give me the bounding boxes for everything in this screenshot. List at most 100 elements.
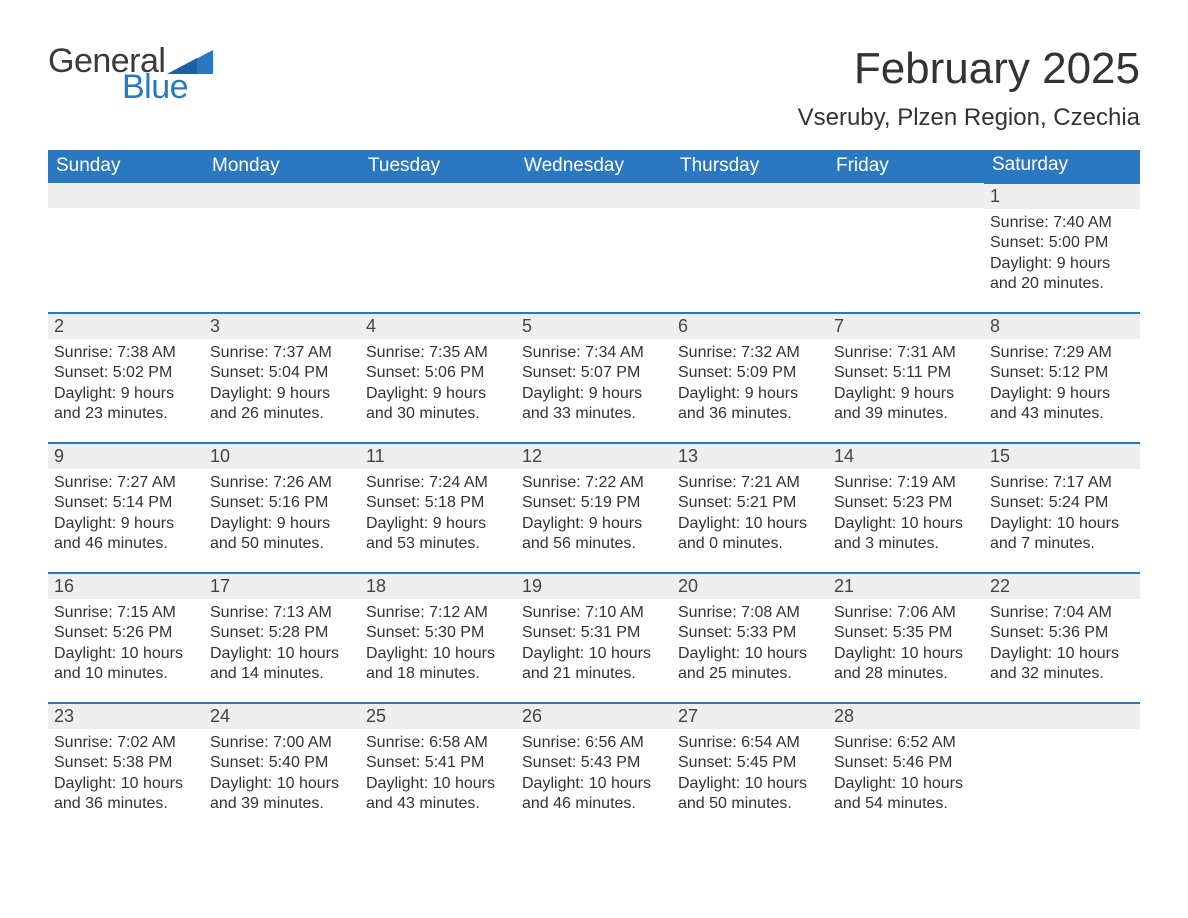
- day-details: Sunrise: 7:27 AMSunset: 5:14 PMDaylight:…: [48, 469, 204, 557]
- sunrise-line: Sunrise: 7:10 AM: [522, 603, 666, 623]
- sunset-line: Sunset: 5:09 PM: [678, 363, 822, 383]
- calendar-cell: [984, 703, 1140, 833]
- calendar-cell: 11Sunrise: 7:24 AMSunset: 5:18 PMDayligh…: [360, 443, 516, 573]
- sunrise-line: Sunrise: 7:17 AM: [990, 473, 1134, 493]
- day-number: 3: [204, 314, 360, 339]
- sunset-line: Sunset: 5:12 PM: [990, 363, 1134, 383]
- day-details: Sunrise: 7:38 AMSunset: 5:02 PMDaylight:…: [48, 339, 204, 427]
- sunset-line: Sunset: 5:33 PM: [678, 623, 822, 643]
- daylight-line: Daylight: 10 hours and 36 minutes.: [54, 774, 198, 815]
- empty-day-header: [984, 704, 1140, 729]
- day-number: 24: [204, 704, 360, 729]
- daylight-line: Daylight: 10 hours and 46 minutes.: [522, 774, 666, 815]
- sunrise-line: Sunrise: 7:06 AM: [834, 603, 978, 623]
- calendar-cell: 14Sunrise: 7:19 AMSunset: 5:23 PMDayligh…: [828, 443, 984, 573]
- calendar-cell: [828, 183, 984, 313]
- daylight-line: Daylight: 9 hours and 50 minutes.: [210, 514, 354, 555]
- day-number: 23: [48, 704, 204, 729]
- day-details: Sunrise: 7:21 AMSunset: 5:21 PMDaylight:…: [672, 469, 828, 557]
- day-number: 9: [48, 444, 204, 469]
- calendar-cell: 7Sunrise: 7:31 AMSunset: 5:11 PMDaylight…: [828, 313, 984, 443]
- weekday-header: Friday: [828, 150, 984, 183]
- sunset-line: Sunset: 5:31 PM: [522, 623, 666, 643]
- sunset-line: Sunset: 5:45 PM: [678, 753, 822, 773]
- calendar-cell: 3Sunrise: 7:37 AMSunset: 5:04 PMDaylight…: [204, 313, 360, 443]
- day-details: Sunrise: 7:32 AMSunset: 5:09 PMDaylight:…: [672, 339, 828, 427]
- calendar-cell: [516, 183, 672, 313]
- sunrise-line: Sunrise: 7:24 AM: [366, 473, 510, 493]
- sunset-line: Sunset: 5:36 PM: [990, 623, 1134, 643]
- calendar-cell: 21Sunrise: 7:06 AMSunset: 5:35 PMDayligh…: [828, 573, 984, 703]
- day-number: 13: [672, 444, 828, 469]
- calendar-cell: [672, 183, 828, 313]
- day-number: 15: [984, 444, 1140, 469]
- sunrise-line: Sunrise: 6:54 AM: [678, 733, 822, 753]
- day-details: Sunrise: 7:19 AMSunset: 5:23 PMDaylight:…: [828, 469, 984, 557]
- daylight-line: Daylight: 9 hours and 20 minutes.: [990, 254, 1134, 295]
- day-details: Sunrise: 7:08 AMSunset: 5:33 PMDaylight:…: [672, 599, 828, 687]
- day-details: Sunrise: 7:06 AMSunset: 5:35 PMDaylight:…: [828, 599, 984, 687]
- sunrise-line: Sunrise: 7:22 AM: [522, 473, 666, 493]
- day-number: 14: [828, 444, 984, 469]
- sunrise-line: Sunrise: 7:32 AM: [678, 343, 822, 363]
- weekday-header: Thursday: [672, 150, 828, 183]
- empty-day-header: [672, 183, 828, 208]
- calendar-cell: 5Sunrise: 7:34 AMSunset: 5:07 PMDaylight…: [516, 313, 672, 443]
- day-details: Sunrise: 6:56 AMSunset: 5:43 PMDaylight:…: [516, 729, 672, 817]
- daylight-line: Daylight: 9 hours and 43 minutes.: [990, 384, 1134, 425]
- calendar-cell: 12Sunrise: 7:22 AMSunset: 5:19 PMDayligh…: [516, 443, 672, 573]
- calendar-cell: 27Sunrise: 6:54 AMSunset: 5:45 PMDayligh…: [672, 703, 828, 833]
- sunrise-line: Sunrise: 7:13 AM: [210, 603, 354, 623]
- daylight-line: Daylight: 10 hours and 14 minutes.: [210, 644, 354, 685]
- sunrise-line: Sunrise: 7:31 AM: [834, 343, 978, 363]
- daylight-line: Daylight: 10 hours and 28 minutes.: [834, 644, 978, 685]
- weekday-header: Monday: [204, 150, 360, 183]
- sunset-line: Sunset: 5:14 PM: [54, 493, 198, 513]
- sunrise-line: Sunrise: 7:12 AM: [366, 603, 510, 623]
- day-number: 22: [984, 574, 1140, 599]
- day-number: 17: [204, 574, 360, 599]
- calendar-cell: 25Sunrise: 6:58 AMSunset: 5:41 PMDayligh…: [360, 703, 516, 833]
- calendar-cell: 16Sunrise: 7:15 AMSunset: 5:26 PMDayligh…: [48, 573, 204, 703]
- weekday-header: Wednesday: [516, 150, 672, 183]
- page-header: General Blue February 2025 Vseruby, Plze…: [48, 44, 1140, 132]
- daylight-line: Daylight: 10 hours and 50 minutes.: [678, 774, 822, 815]
- day-details: Sunrise: 7:12 AMSunset: 5:30 PMDaylight:…: [360, 599, 516, 687]
- location-subtitle: Vseruby, Plzen Region, Czechia: [798, 104, 1140, 132]
- month-title: February 2025: [798, 44, 1140, 94]
- day-details: Sunrise: 7:34 AMSunset: 5:07 PMDaylight:…: [516, 339, 672, 427]
- daylight-line: Daylight: 9 hours and 30 minutes.: [366, 384, 510, 425]
- sunrise-line: Sunrise: 7:29 AM: [990, 343, 1134, 363]
- daylight-line: Daylight: 10 hours and 21 minutes.: [522, 644, 666, 685]
- calendar-cell: 20Sunrise: 7:08 AMSunset: 5:33 PMDayligh…: [672, 573, 828, 703]
- sunrise-line: Sunrise: 7:15 AM: [54, 603, 198, 623]
- daylight-line: Daylight: 10 hours and 32 minutes.: [990, 644, 1134, 685]
- calendar-cell: 17Sunrise: 7:13 AMSunset: 5:28 PMDayligh…: [204, 573, 360, 703]
- calendar-cell: [204, 183, 360, 313]
- sunrise-line: Sunrise: 7:00 AM: [210, 733, 354, 753]
- day-number: 2: [48, 314, 204, 339]
- sunset-line: Sunset: 5:26 PM: [54, 623, 198, 643]
- daylight-line: Daylight: 10 hours and 18 minutes.: [366, 644, 510, 685]
- day-number: 19: [516, 574, 672, 599]
- brand-logo: General Blue: [48, 44, 213, 104]
- sunset-line: Sunset: 5:21 PM: [678, 493, 822, 513]
- daylight-line: Daylight: 9 hours and 33 minutes.: [522, 384, 666, 425]
- day-number: 28: [828, 704, 984, 729]
- day-number: 25: [360, 704, 516, 729]
- sunset-line: Sunset: 5:43 PM: [522, 753, 666, 773]
- logo-text-blue: Blue: [122, 70, 213, 104]
- sunrise-line: Sunrise: 7:26 AM: [210, 473, 354, 493]
- day-details: Sunrise: 7:31 AMSunset: 5:11 PMDaylight:…: [828, 339, 984, 427]
- sunrise-line: Sunrise: 6:52 AM: [834, 733, 978, 753]
- sunset-line: Sunset: 5:23 PM: [834, 493, 978, 513]
- calendar-body: 1Sunrise: 7:40 AMSunset: 5:00 PMDaylight…: [48, 183, 1140, 833]
- sunset-line: Sunset: 5:16 PM: [210, 493, 354, 513]
- weekday-header: Sunday: [48, 150, 204, 183]
- day-number: 7: [828, 314, 984, 339]
- daylight-line: Daylight: 9 hours and 46 minutes.: [54, 514, 198, 555]
- sunset-line: Sunset: 5:18 PM: [366, 493, 510, 513]
- empty-day-header: [516, 183, 672, 208]
- day-details: Sunrise: 7:13 AMSunset: 5:28 PMDaylight:…: [204, 599, 360, 687]
- daylight-line: Daylight: 9 hours and 39 minutes.: [834, 384, 978, 425]
